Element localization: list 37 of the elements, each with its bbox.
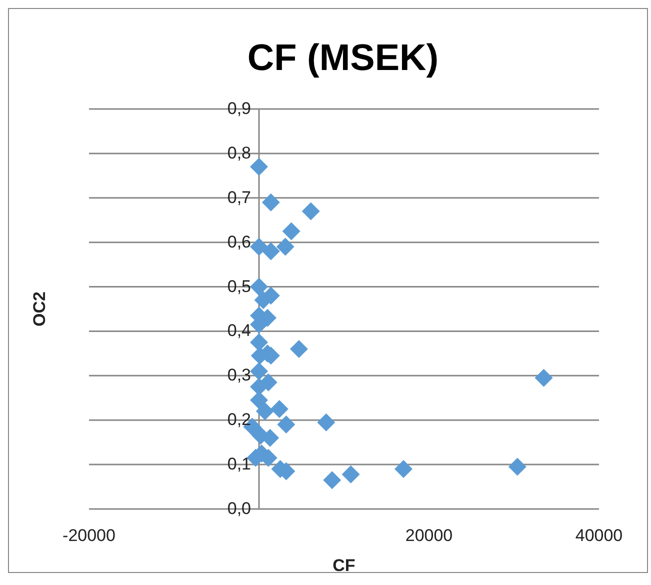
point — [276, 238, 294, 256]
point — [256, 402, 274, 420]
y-tick-label: 0,6 — [227, 232, 251, 252]
point — [282, 222, 300, 240]
y-tick-label: 0,5 — [227, 276, 251, 296]
point — [508, 458, 526, 476]
point — [302, 202, 320, 220]
point — [534, 368, 553, 387]
y-tick-label: 0,1 — [227, 454, 251, 474]
point — [323, 471, 342, 490]
point — [394, 460, 412, 478]
point — [262, 242, 280, 260]
point — [250, 362, 268, 380]
y-tick-label: 0,4 — [227, 321, 251, 340]
point — [250, 238, 268, 256]
point — [262, 193, 280, 212]
y-tick-label: 0,8 — [227, 143, 251, 162]
y-tick-label: 0,7 — [227, 188, 251, 207]
x-axis-title: CF — [332, 556, 356, 575]
y-tick-label: 0,0 — [227, 499, 251, 518]
point — [250, 278, 268, 296]
y-tick-label: 0,9 — [227, 99, 251, 118]
y-tick-label: 0,2 — [227, 410, 251, 430]
point — [277, 416, 296, 434]
point — [317, 413, 336, 432]
chart-title: CF (MSEK) — [246, 36, 440, 80]
point — [290, 340, 308, 358]
y-tick-label: 0,3 — [227, 366, 251, 385]
x-tick-label: -20000 — [62, 526, 116, 546]
point — [270, 400, 288, 418]
point — [342, 465, 360, 484]
x-tick-label: 40000 — [575, 526, 623, 546]
point — [250, 391, 268, 410]
point — [250, 158, 268, 176]
point — [250, 333, 268, 352]
y-axis-title: OC2 — [30, 292, 50, 326]
x-tick-label: 20000 — [405, 526, 453, 546]
